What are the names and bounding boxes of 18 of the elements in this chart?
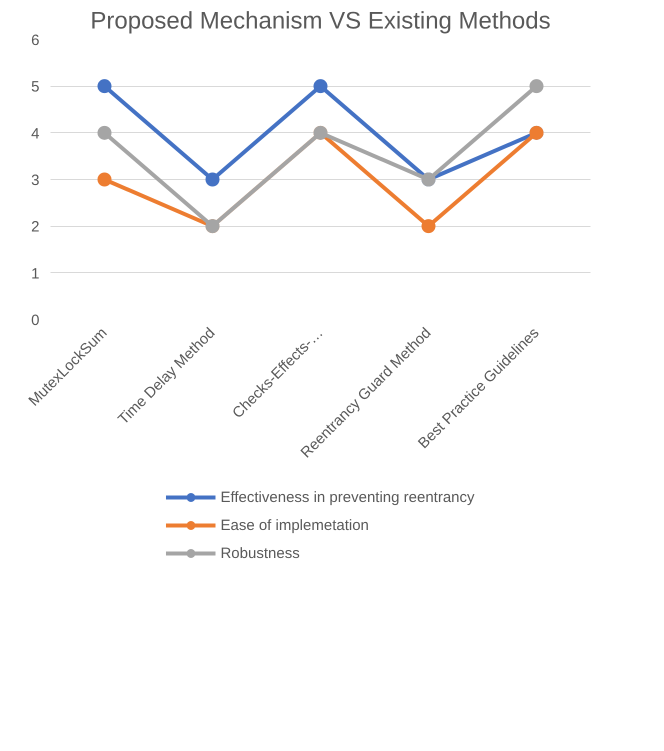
y-tick-label: 0: [31, 312, 40, 329]
legend-label: Robustness: [220, 544, 300, 562]
point: [98, 79, 112, 94]
y-tick-label: 3: [31, 172, 40, 189]
y-tick-label: 2: [31, 218, 40, 236]
y-tick-label: 5: [31, 78, 40, 96]
y-tick-label: 1: [31, 265, 40, 282]
point: [530, 79, 544, 94]
chart-title: Proposed Mechanism VS Existing Methods: [90, 8, 551, 34]
legend-label: Effectiveness in preventing reentrancy: [220, 488, 475, 506]
point: [206, 172, 220, 186]
point: [98, 172, 112, 186]
y-tick-label: 6: [31, 32, 40, 49]
point: [422, 219, 436, 234]
point: [98, 126, 112, 140]
legend-label: Ease of implemetation: [220, 516, 369, 534]
point: [314, 79, 328, 94]
y-tick-label: 4: [31, 125, 40, 142]
